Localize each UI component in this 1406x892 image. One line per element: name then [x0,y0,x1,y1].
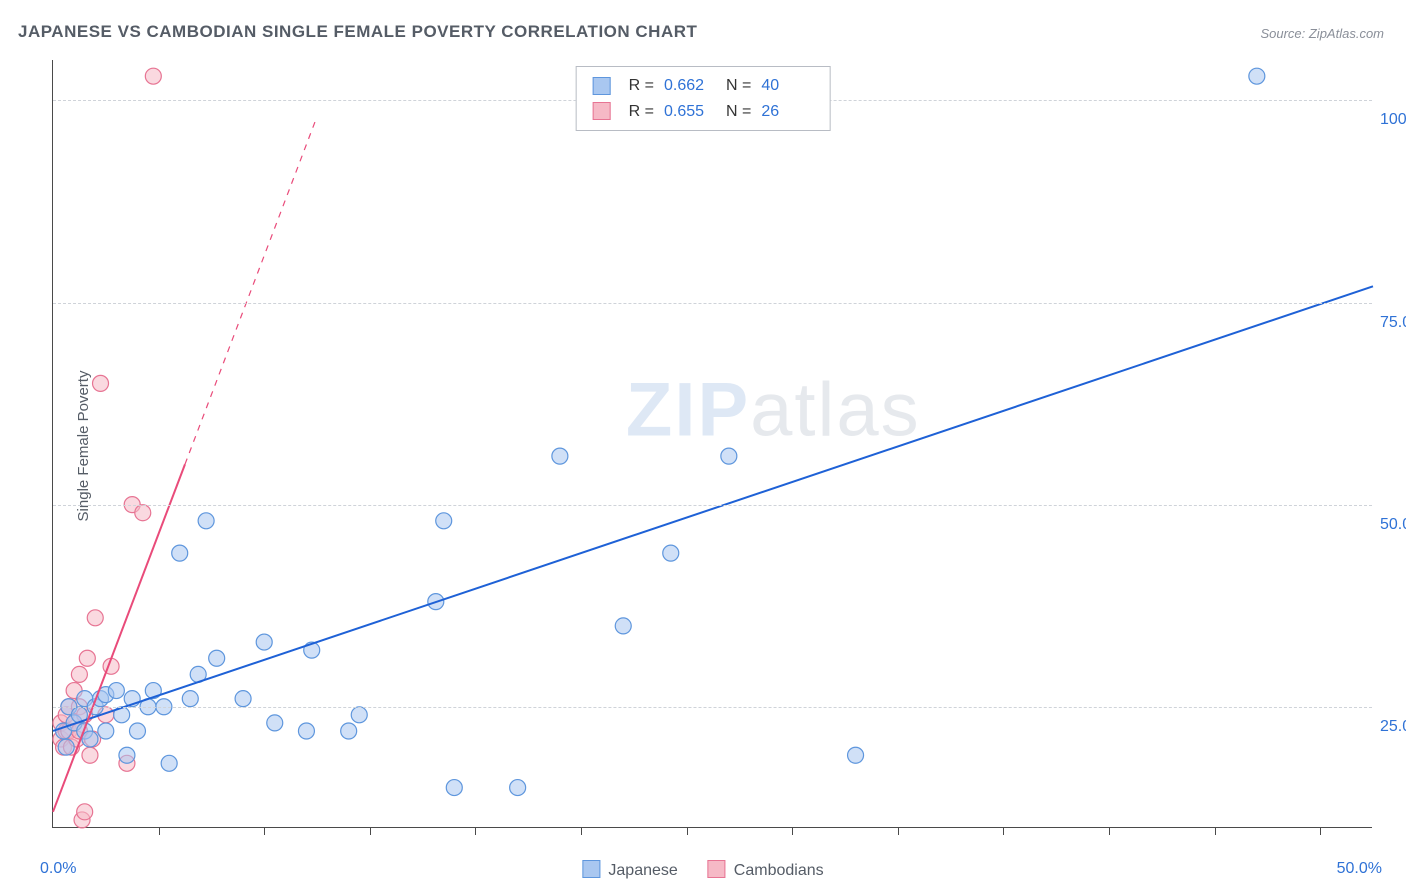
y-tick-label: 50.0% [1380,516,1406,534]
data-point [663,545,679,561]
data-point [298,723,314,739]
x-tick [159,827,160,835]
x-tick [1109,827,1110,835]
data-point [93,375,109,391]
data-point [552,448,568,464]
data-point [351,707,367,723]
data-point [82,731,98,747]
chart-title: JAPANESE VS CAMBODIAN SINGLE FEMALE POVE… [18,22,697,42]
legend-swatch [593,102,611,120]
y-tick-label: 75.0% [1380,314,1406,332]
data-point [436,513,452,529]
x-tick [264,827,265,835]
legend-R-label: R = [629,99,654,125]
gridline-h [53,707,1372,708]
plot-svg [53,60,1372,827]
data-point [267,715,283,731]
x-tick [1003,827,1004,835]
legend-swatch [708,860,726,878]
data-point [58,739,74,755]
data-point [256,634,272,650]
y-tick-label: 100.0% [1380,111,1406,129]
data-point [1249,68,1265,84]
data-point [129,723,145,739]
legend-stats-row: R = 0.662 N = 40 [593,73,814,99]
data-point [98,723,114,739]
legend-swatch [593,77,611,95]
x-tick [475,827,476,835]
legend-item: Japanese [582,860,677,880]
trend-line [185,117,317,465]
y-tick-label: 25.0% [1380,718,1406,736]
trend-line [53,286,1373,731]
data-point [848,747,864,763]
data-point [161,755,177,771]
legend-R-value: 0.655 [664,99,716,125]
data-point [510,780,526,796]
x-tick [1215,827,1216,835]
scatter-plot-area: 25.0%50.0%75.0%100.0% [52,60,1372,828]
legend-N-value: 40 [761,73,813,99]
data-point [341,723,357,739]
legend-N-value: 26 [761,99,813,125]
legend-N-label: N = [726,73,751,99]
data-point [79,650,95,666]
data-point [235,691,251,707]
legend-item: Cambodians [708,860,824,880]
legend-bottom: Japanese Cambodians [582,860,823,880]
data-point [135,505,151,521]
legend-N-label: N = [726,99,751,125]
x-tick [792,827,793,835]
data-point [182,691,198,707]
x-tick [1320,827,1321,835]
data-point [108,683,124,699]
x-axis-max-label: 50.0% [1337,860,1382,878]
data-point [446,780,462,796]
data-point [87,610,103,626]
data-point [172,545,188,561]
legend-stats-row: R = 0.655 N = 26 [593,99,814,125]
gridline-h [53,505,1372,506]
x-tick [898,827,899,835]
data-point [82,747,98,763]
data-point [721,448,737,464]
data-point [209,650,225,666]
legend-label: Cambodians [734,862,824,879]
data-point [615,618,631,634]
data-point [71,666,87,682]
data-point [77,804,93,820]
x-tick [581,827,582,835]
legend-stats-box: R = 0.662 N = 40 R = 0.655 N = 26 [576,66,831,131]
data-point [145,68,161,84]
x-tick [370,827,371,835]
legend-label: Japanese [608,862,677,879]
legend-swatch [582,860,600,878]
x-axis-min-label: 0.0% [40,860,76,878]
data-point [198,513,214,529]
data-point [119,747,135,763]
legend-R-label: R = [629,73,654,99]
source-credit: Source: ZipAtlas.com [1260,26,1384,41]
legend-R-value: 0.662 [664,73,716,99]
gridline-h [53,303,1372,304]
x-tick [687,827,688,835]
